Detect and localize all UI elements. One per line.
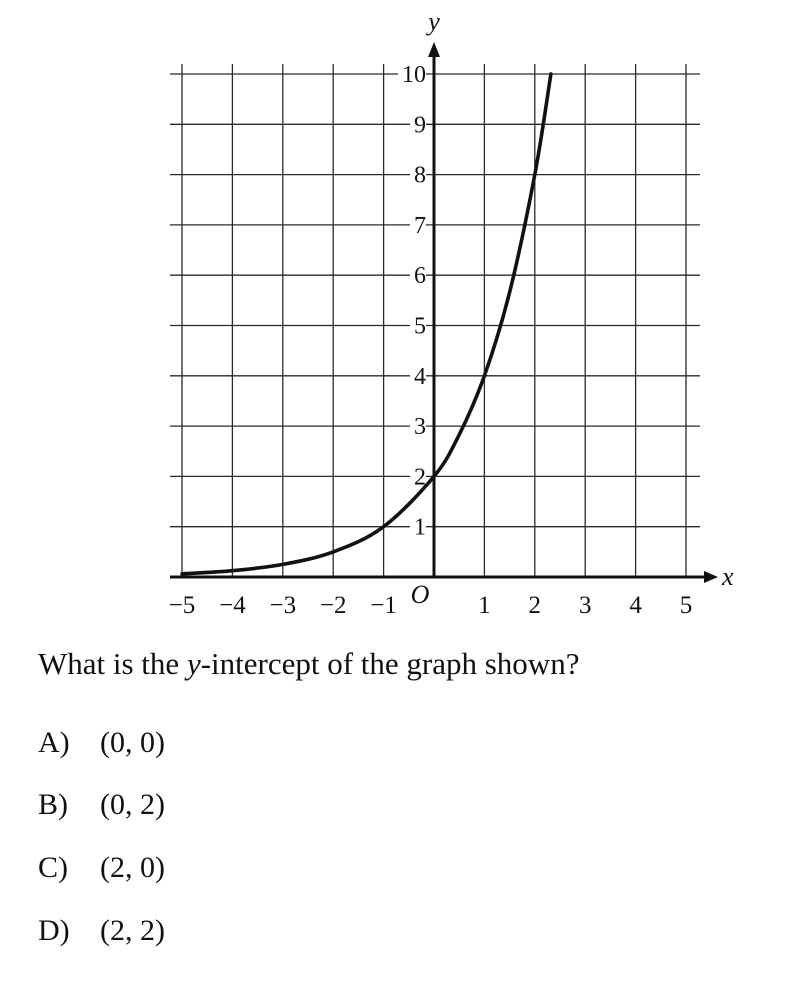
choice-c[interactable]: C) (2, 0) [38,851,165,885]
choice-d-letter: D) [38,914,70,947]
question-text: What is the y-intercept of the graph sho… [38,646,580,681]
choice-c-letter: C) [38,851,68,884]
x-tick-label: −1 [370,592,397,619]
y-tick-label: 4 [414,364,426,390]
y-tick-label: 10 [402,62,426,88]
x-tick-label: −2 [320,592,347,619]
choice-d[interactable]: D) (2, 2) [38,914,165,948]
y-tick-label: 3 [414,414,426,440]
choice-b[interactable]: B) (0, 2) [38,788,165,822]
y-tick-label-bg [410,464,426,489]
exponential-curve [180,72,553,576]
y-axis-label: y [425,7,440,36]
y-tick-label: 8 [414,163,426,189]
y-tick-label-bg [410,112,426,137]
y-tick-label: 9 [414,112,426,138]
y-tick-label-bg [398,62,426,86]
y-tick-label-bg [410,414,426,439]
y-tick-label-bg [410,162,426,187]
y-axis-arrow [428,42,440,57]
x-axis-arrow [704,571,718,583]
y-tick-label: 5 [414,314,426,340]
x-tick-label: 2 [529,592,542,619]
choice-a[interactable]: A) (0, 0) [38,726,165,760]
question-variable: y [186,646,201,681]
x-tick-label: −3 [269,592,296,619]
choice-b-text: (0, 2) [100,788,165,821]
choice-b-letter: B) [38,788,68,821]
choice-a-letter: A) [38,726,70,759]
x-tick-label: −4 [219,592,246,619]
y-tick-label: 2 [414,464,426,490]
x-tick-label: 3 [579,592,592,619]
x-tick-label: 5 [680,592,693,619]
choice-c-text: (2, 0) [100,851,165,884]
y-tick-label: 1 [414,515,426,541]
y-tick-label-bg [410,363,426,388]
y-tick-label-bg [410,313,426,338]
y-tick-label-bg [410,514,426,539]
exponential-graph: 1 2 3 4 5 6 7 8 9 10 −5 −4 −3 −2 −1 1 2 3 4 5 Ox y [169,7,734,619]
x-tick-label: 1 [478,592,491,619]
y-tick-label-bg [410,263,426,288]
x-tick-label: 4 [629,592,642,619]
y-tick-label: 7 [414,213,426,239]
y-tick-label-bg [410,212,426,237]
origin-label: O [411,580,430,609]
x-tick-label: −5 [169,592,196,619]
y-tick-label: 6 [414,263,426,289]
choice-d-text: (2, 2) [100,914,165,947]
x-axis-label: x [721,562,734,591]
choice-a-text: (0, 0) [100,726,165,759]
